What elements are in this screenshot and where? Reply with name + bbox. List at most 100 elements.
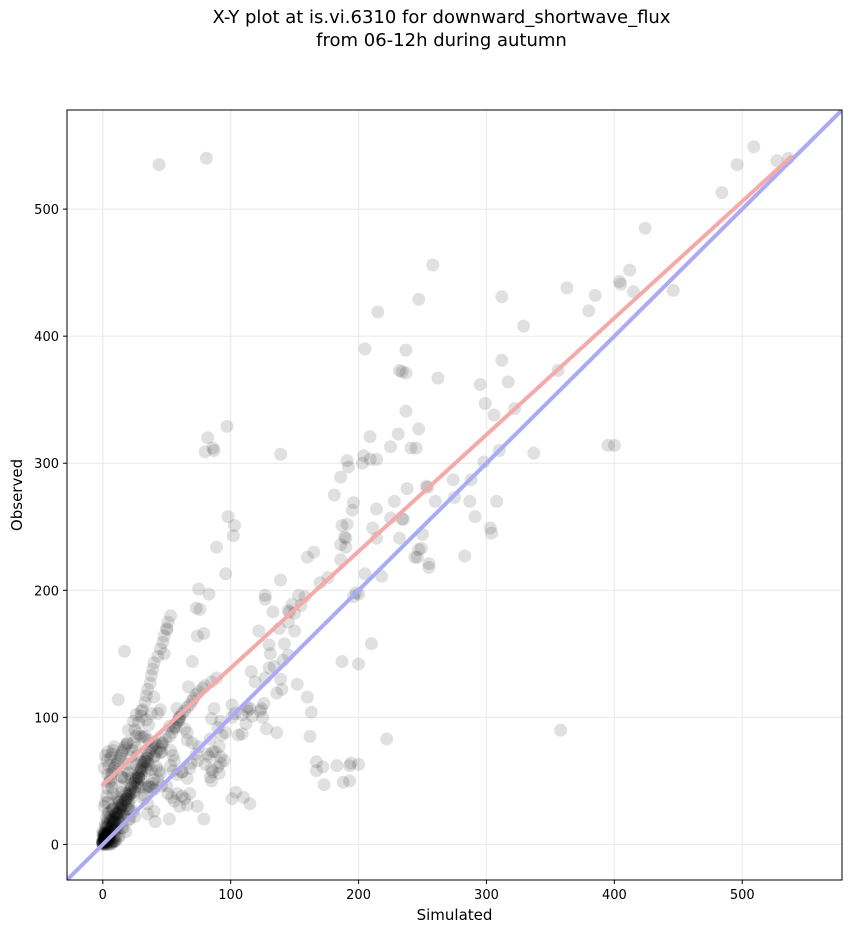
- data-point: [483, 521, 497, 535]
- data-point: [185, 655, 199, 668]
- data-point: [111, 806, 125, 820]
- data-point: [97, 761, 111, 775]
- data-point: [115, 806, 129, 820]
- data-point: [240, 704, 254, 718]
- data-point: [214, 750, 227, 764]
- data-point: [139, 761, 153, 775]
- data-point: [101, 813, 115, 827]
- data-point: [190, 629, 204, 643]
- data-point: [490, 494, 504, 508]
- data-point: [189, 601, 203, 615]
- data-point: [132, 771, 146, 785]
- data-point: [260, 722, 273, 736]
- data-point: [139, 751, 153, 765]
- data-point: [106, 817, 120, 831]
- data-point: [102, 806, 116, 820]
- data-point: [352, 757, 366, 771]
- data-point: [355, 456, 369, 470]
- data-point: [110, 790, 124, 804]
- data-point: [155, 738, 169, 752]
- data-point: [393, 531, 406, 545]
- data-point: [125, 779, 139, 793]
- data-point: [219, 726, 233, 740]
- data-point: [121, 787, 135, 801]
- data-point: [357, 449, 371, 463]
- data-point: [180, 726, 194, 740]
- data-point: [138, 755, 152, 769]
- data-point: [517, 319, 531, 333]
- data-point: [170, 787, 184, 801]
- data-point: [102, 759, 116, 773]
- data-point: [151, 707, 165, 720]
- data-point: [219, 567, 233, 581]
- data-point: [300, 550, 314, 564]
- data-point: [199, 151, 213, 165]
- data-point: [252, 624, 266, 638]
- data-point: [157, 629, 171, 643]
- data-point: [107, 815, 121, 829]
- data-point: [229, 785, 243, 799]
- data-point: [100, 789, 114, 803]
- data-point: [109, 807, 123, 821]
- data-point: [338, 530, 351, 544]
- data-point: [96, 827, 110, 841]
- data-point: [335, 519, 349, 532]
- data-point: [303, 729, 317, 743]
- data-point: [638, 221, 652, 235]
- data-point: [151, 649, 165, 663]
- data-point: [147, 656, 161, 670]
- data-point: [270, 686, 284, 700]
- data-point: [104, 815, 117, 829]
- data-point: [239, 717, 253, 731]
- data-point: [141, 755, 155, 769]
- data-point: [114, 779, 128, 793]
- data-point: [370, 502, 383, 516]
- data-point: [107, 813, 121, 827]
- x-tick-label: 200: [346, 888, 371, 903]
- data-point: [274, 672, 288, 686]
- data-point: [115, 746, 129, 760]
- data-point: [98, 817, 112, 831]
- y-axis-label: Observed: [8, 459, 26, 531]
- chart-title-line-2: from 06-12h during autumn: [316, 30, 567, 51]
- data-point: [161, 787, 175, 801]
- data-point: [266, 605, 280, 619]
- data-point: [395, 365, 409, 379]
- data-point: [138, 729, 152, 743]
- data-point: [136, 703, 149, 717]
- data-point: [111, 801, 125, 815]
- data-point: [352, 657, 366, 671]
- data-point: [292, 588, 305, 602]
- data-point: [144, 763, 158, 776]
- data-point: [119, 799, 133, 813]
- data-point: [139, 780, 153, 794]
- data-point: [105, 766, 119, 780]
- data-point: [192, 582, 206, 596]
- x-tick-label: 500: [730, 888, 755, 903]
- data-point: [114, 802, 128, 816]
- data-point: [107, 816, 121, 830]
- fit-line: [100, 155, 793, 787]
- data-point: [715, 186, 729, 200]
- data-point: [613, 275, 626, 288]
- data-point: [588, 289, 602, 302]
- data-point: [309, 764, 323, 778]
- data-point: [124, 782, 138, 795]
- data-point: [130, 769, 144, 783]
- data-point: [134, 780, 148, 794]
- data-point: [161, 615, 175, 629]
- data-point: [244, 665, 258, 679]
- data-point: [412, 422, 426, 436]
- data-point: [180, 733, 194, 747]
- data-point: [243, 702, 257, 715]
- data-point: [114, 802, 128, 816]
- data-point: [206, 765, 220, 779]
- data-point: [132, 770, 146, 784]
- data-point: [180, 798, 194, 812]
- data-point: [141, 764, 155, 778]
- data-point: [112, 751, 126, 765]
- data-point: [121, 757, 135, 771]
- data-point: [426, 258, 440, 272]
- data-point: [147, 804, 161, 818]
